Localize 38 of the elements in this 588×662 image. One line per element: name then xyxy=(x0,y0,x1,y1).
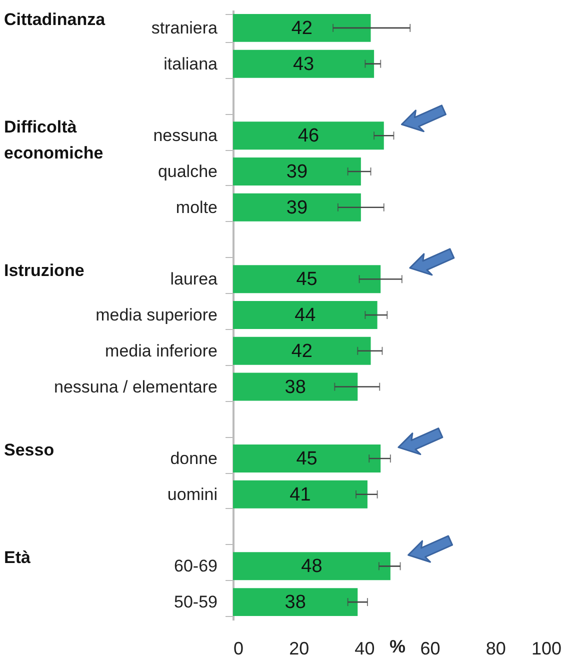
data-label: 38 xyxy=(284,376,306,398)
data-label: 43 xyxy=(292,54,314,75)
y-tick-label: straniera xyxy=(151,18,218,38)
data-label: 39 xyxy=(286,197,308,218)
data-label: 44 xyxy=(294,305,316,326)
data-label: 39 xyxy=(286,161,308,182)
text: Età xyxy=(4,548,31,568)
data-label: 45 xyxy=(296,269,318,290)
data-label: 42 xyxy=(291,340,312,362)
x-tick-label: 0 xyxy=(234,638,244,658)
x-tick-label: 80 xyxy=(486,638,506,658)
y-tick-label: uomini xyxy=(167,484,218,504)
y-tick-label: italiana xyxy=(164,54,218,74)
y-tick-label: donne xyxy=(170,449,218,468)
y-tick-label: qualche xyxy=(158,162,218,181)
text: Cittadinanza xyxy=(4,10,106,29)
x-axis-title: % xyxy=(389,636,406,656)
text: Sesso xyxy=(4,440,54,460)
text: Difficoltà economiche xyxy=(4,118,104,163)
y-tick-label: 60-69 xyxy=(174,556,218,576)
y-tick-label: laurea xyxy=(170,270,218,289)
data-label: 42 xyxy=(291,18,312,39)
x-tick-label: 20 xyxy=(289,638,310,658)
data-label: 48 xyxy=(301,556,322,578)
y-tick-label: nessuna xyxy=(153,126,218,146)
y-tick-label: molte xyxy=(176,198,218,217)
data-label: 45 xyxy=(296,448,318,470)
y-tick-label: media superiore xyxy=(96,306,218,324)
data-label: 46 xyxy=(298,126,320,147)
text: Istruzione xyxy=(4,261,84,280)
x-tick-label: 60 xyxy=(420,638,440,658)
y-tick-label: media inferiore xyxy=(105,341,218,360)
x-tick-label: 100 xyxy=(531,638,562,658)
data-label: 38 xyxy=(284,592,306,614)
y-tick-label: 50-59 xyxy=(174,592,218,612)
y-tick-label: nessuna / elementare xyxy=(54,377,218,396)
data-label: 41 xyxy=(290,484,311,506)
x-tick-label: 40 xyxy=(354,638,375,658)
